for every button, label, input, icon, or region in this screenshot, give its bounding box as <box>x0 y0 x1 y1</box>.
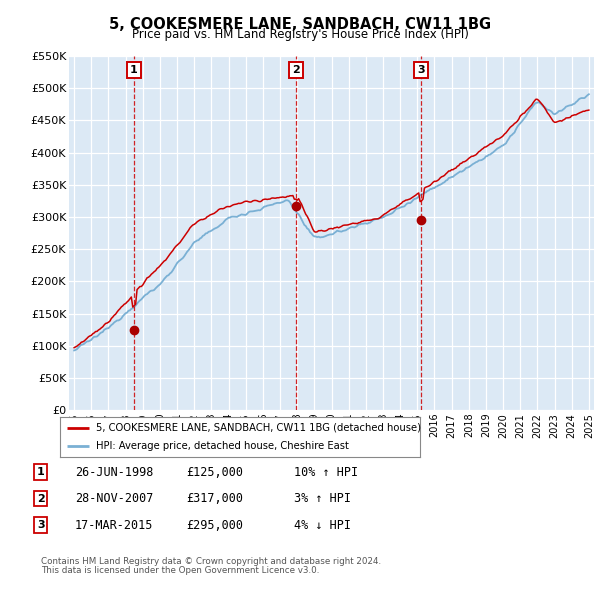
Text: 3: 3 <box>417 65 425 75</box>
Text: 1: 1 <box>37 467 44 477</box>
Text: 5, COOKESMERE LANE, SANDBACH, CW11 1BG (detached house): 5, COOKESMERE LANE, SANDBACH, CW11 1BG (… <box>96 423 421 433</box>
Text: £295,000: £295,000 <box>186 519 243 532</box>
Text: 2: 2 <box>37 494 44 503</box>
Text: HPI: Average price, detached house, Cheshire East: HPI: Average price, detached house, Ches… <box>96 441 349 451</box>
Text: £317,000: £317,000 <box>186 492 243 505</box>
Text: This data is licensed under the Open Government Licence v3.0.: This data is licensed under the Open Gov… <box>41 566 319 575</box>
Text: 28-NOV-2007: 28-NOV-2007 <box>75 492 154 505</box>
Text: 17-MAR-2015: 17-MAR-2015 <box>75 519 154 532</box>
Text: 4% ↓ HPI: 4% ↓ HPI <box>294 519 351 532</box>
Text: 5, COOKESMERE LANE, SANDBACH, CW11 1BG: 5, COOKESMERE LANE, SANDBACH, CW11 1BG <box>109 17 491 31</box>
Text: 2: 2 <box>292 65 299 75</box>
Text: 26-JUN-1998: 26-JUN-1998 <box>75 466 154 478</box>
Text: 10% ↑ HPI: 10% ↑ HPI <box>294 466 358 478</box>
Text: 1: 1 <box>130 65 138 75</box>
Text: Contains HM Land Registry data © Crown copyright and database right 2024.: Contains HM Land Registry data © Crown c… <box>41 558 381 566</box>
Text: £125,000: £125,000 <box>186 466 243 478</box>
Text: 3% ↑ HPI: 3% ↑ HPI <box>294 492 351 505</box>
Text: 3: 3 <box>37 520 44 530</box>
Text: Price paid vs. HM Land Registry's House Price Index (HPI): Price paid vs. HM Land Registry's House … <box>131 28 469 41</box>
